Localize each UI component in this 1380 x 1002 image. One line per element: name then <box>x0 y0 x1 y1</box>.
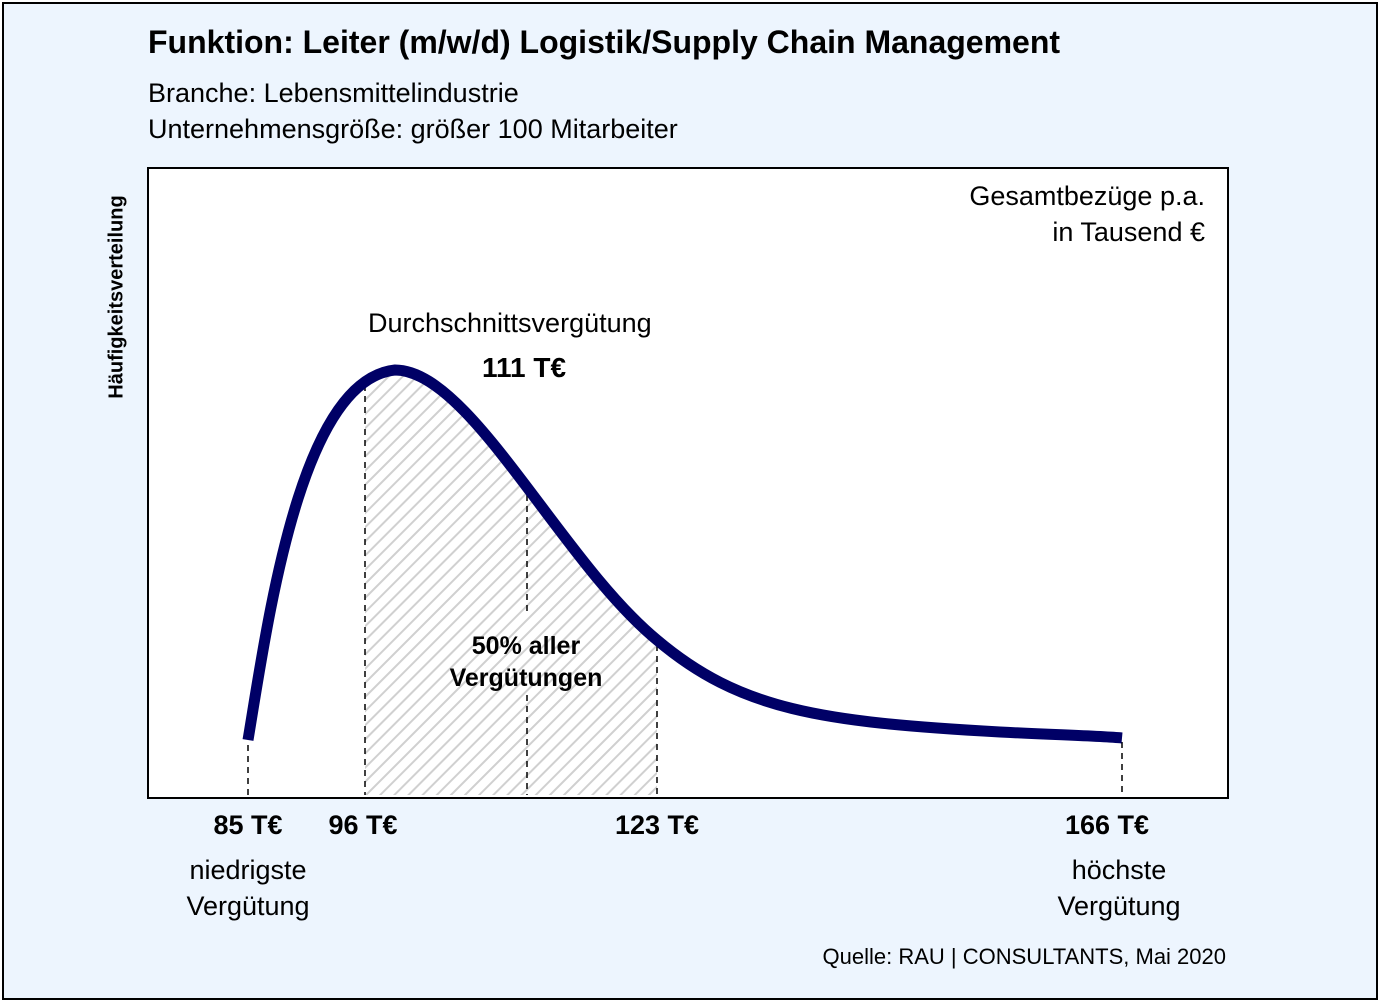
tick-max: 166 T€ <box>1064 810 1150 840</box>
distribution-curve <box>242 364 1123 744</box>
interquartile-label-line-2: Vergütungen <box>449 664 603 692</box>
min-description-line-2: Vergütung <box>186 891 310 921</box>
interquartile-label-line-1: 50% aller <box>471 632 581 660</box>
max-description-line-2: Vergütung <box>1057 891 1181 921</box>
chart-title: Funktion: Leiter (m/w/d) Logistik/Supply… <box>148 24 1061 60</box>
tick-min: 85 T€ <box>213 810 283 840</box>
branch-subtitle: Branche: Lebensmittelindustrie <box>148 78 519 108</box>
unit-line-1: Gesamtbezüge p.a. <box>969 181 1205 211</box>
interquartile-label: 50% aller Vergütungen <box>406 630 646 694</box>
max-description-line-1: höchste <box>1071 855 1167 885</box>
average-value: 111 T€ <box>482 352 567 383</box>
max-description: höchste Vergütung <box>1057 852 1180 924</box>
unit-note: Gesamtbezüge p.a. in Tausend € <box>805 178 1205 250</box>
tick-q1: 96 T€ <box>328 810 398 840</box>
source-note: Quelle: RAU | CONSULTANTS, Mai 2020 <box>822 944 1226 969</box>
min-description: niedrigste Vergütung <box>186 852 309 924</box>
interquartile-area <box>365 370 657 795</box>
tick-q3: 123 T€ <box>614 810 700 840</box>
min-description-line-1: niedrigste <box>189 855 307 885</box>
unit-line-2: in Tausend € <box>1052 217 1205 247</box>
average-label: Durchschnittsvergütung <box>368 308 652 338</box>
plot-area <box>147 167 1229 799</box>
company-size-subtitle: Unternehmensgröße: größer 100 Mitarbeite… <box>148 114 678 144</box>
